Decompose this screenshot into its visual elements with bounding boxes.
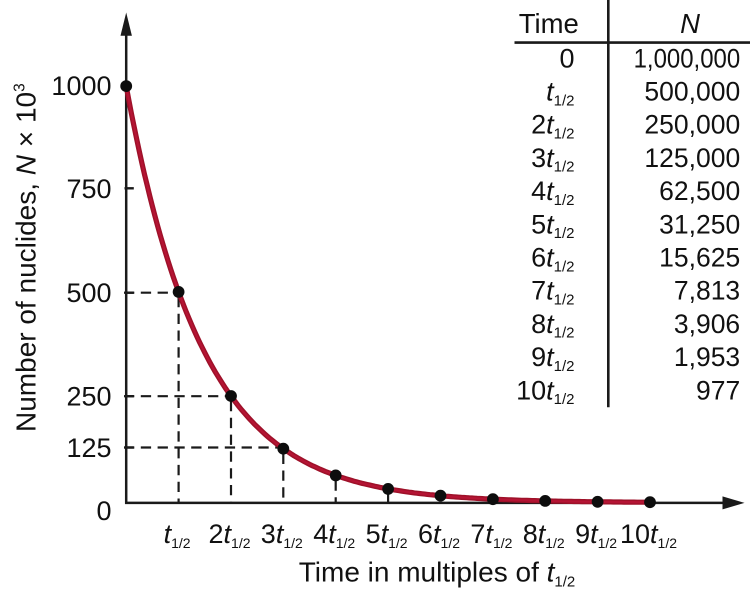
svg-text:500,000: 500,000 <box>644 77 740 107</box>
svg-text:2t1/2: 2t1/2 <box>531 110 574 143</box>
svg-text:3t1/2: 3t1/2 <box>261 519 303 551</box>
svg-text:9t1/2: 9t1/2 <box>575 519 617 551</box>
svg-text:10t1/2: 10t1/2 <box>516 375 574 408</box>
svg-text:5t1/2: 5t1/2 <box>531 209 574 242</box>
svg-text:125: 125 <box>66 433 111 463</box>
svg-text:5t1/2: 5t1/2 <box>366 519 408 551</box>
svg-text:977: 977 <box>696 375 740 405</box>
svg-text:1000: 1000 <box>51 71 111 101</box>
svg-text:Time in multiples of t1/2: Time in multiples of t1/2 <box>299 556 576 590</box>
svg-text:6t1/2: 6t1/2 <box>531 243 574 276</box>
svg-text:3,906: 3,906 <box>674 309 740 339</box>
svg-text:2t1/2: 2t1/2 <box>208 519 250 551</box>
svg-text:500: 500 <box>66 278 111 308</box>
svg-text:8t1/2: 8t1/2 <box>531 309 574 342</box>
svg-text:1,953: 1,953 <box>674 342 740 372</box>
svg-text:4t1/2: 4t1/2 <box>313 519 355 551</box>
svg-text:250,000: 250,000 <box>644 110 740 140</box>
svg-text:62,500: 62,500 <box>659 176 740 206</box>
svg-text:7t1/2: 7t1/2 <box>531 276 574 309</box>
svg-text:7,813: 7,813 <box>674 276 740 306</box>
svg-text:3t1/2: 3t1/2 <box>531 143 574 176</box>
svg-text:125,000: 125,000 <box>644 143 740 173</box>
svg-text:0: 0 <box>96 496 111 526</box>
svg-text:750: 750 <box>66 174 111 204</box>
svg-text:15,625: 15,625 <box>659 243 740 273</box>
svg-text:6t1/2: 6t1/2 <box>418 519 460 551</box>
svg-text:0: 0 <box>559 43 574 73</box>
svg-text:9t1/2: 9t1/2 <box>531 342 574 375</box>
svg-text:7t1/2: 7t1/2 <box>470 519 512 551</box>
svg-text:Time: Time <box>519 8 579 39</box>
svg-text:t1/2: t1/2 <box>164 519 191 551</box>
svg-text:250: 250 <box>66 382 111 412</box>
svg-text:1,000,000: 1,000,000 <box>634 43 741 73</box>
svg-text:8t1/2: 8t1/2 <box>523 519 565 551</box>
svg-text:Number of nuclides, N × 103: Number of nuclides, N × 103 <box>11 83 42 432</box>
svg-text:4t1/2: 4t1/2 <box>531 176 574 209</box>
svg-text:N: N <box>680 8 700 39</box>
svg-text:31,250: 31,250 <box>659 209 740 239</box>
svg-text:t1/2: t1/2 <box>546 77 574 110</box>
svg-text:10t1/2: 10t1/2 <box>620 519 677 551</box>
